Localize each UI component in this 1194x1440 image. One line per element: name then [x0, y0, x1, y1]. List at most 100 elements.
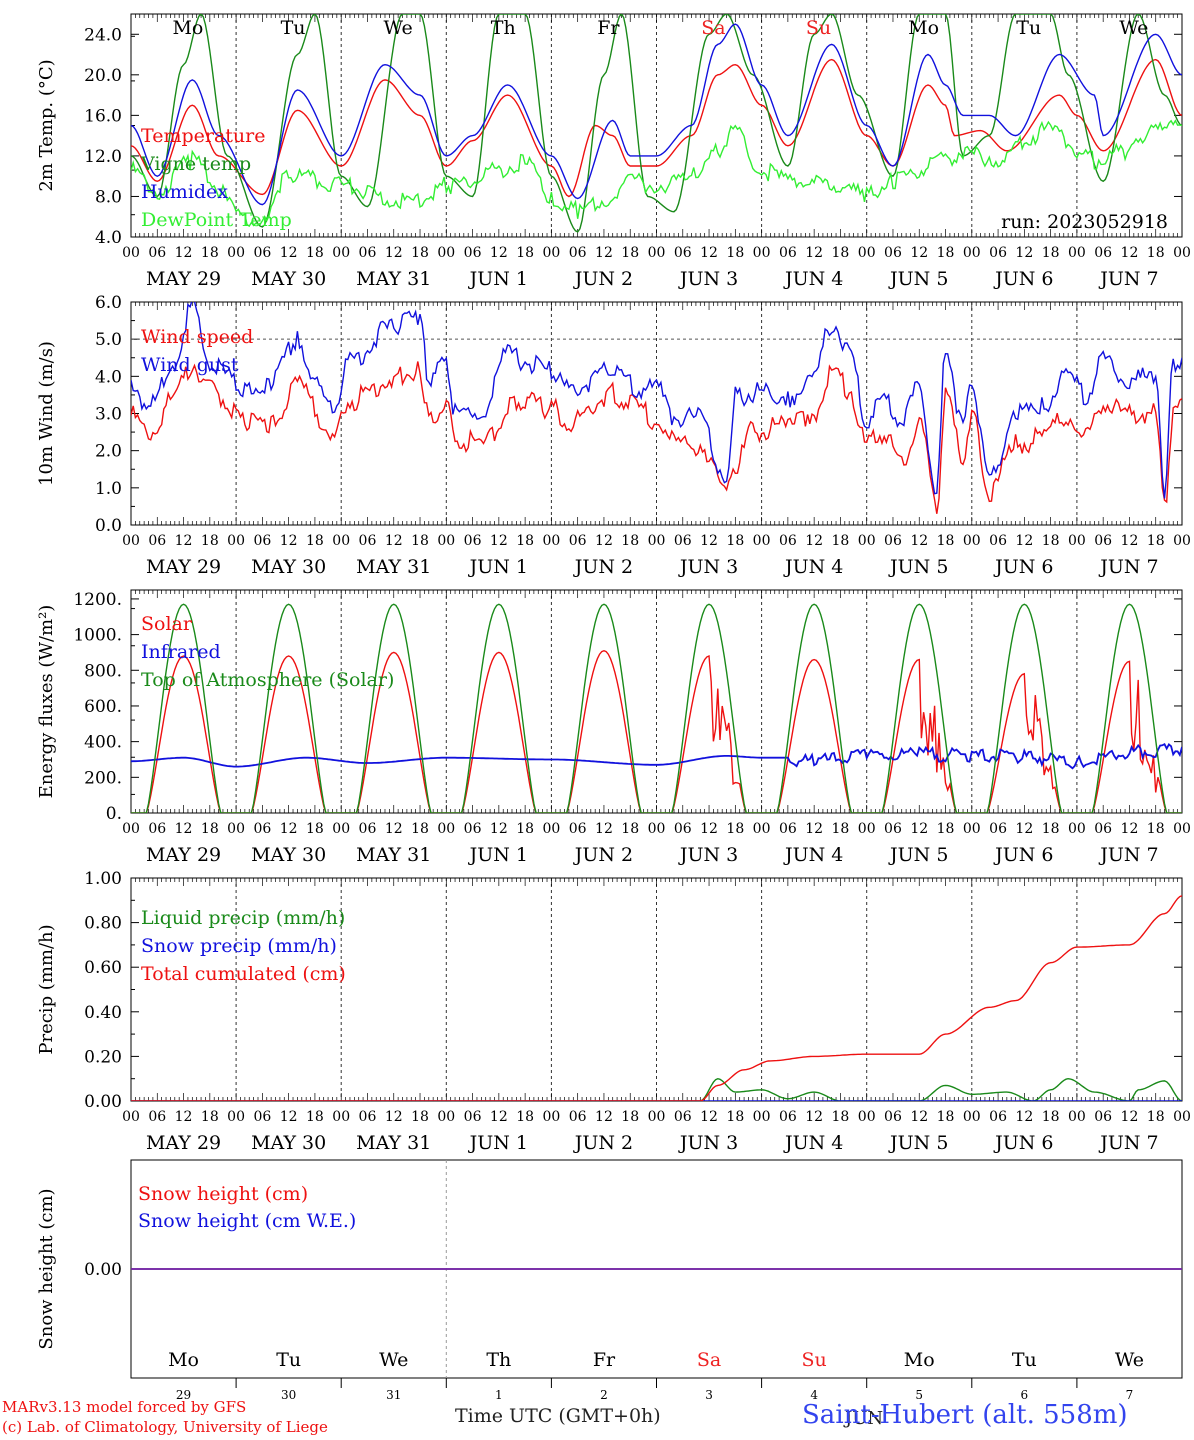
hour-tick-label: 06: [464, 245, 482, 261]
legend-entry: Humidex: [141, 181, 228, 203]
y-axis-title: Precip (mm/h): [36, 924, 57, 1054]
hour-tick-label: 06: [674, 245, 692, 261]
day-of-week-label: We: [1115, 1349, 1144, 1371]
hour-tick-label: 00: [648, 245, 666, 261]
date-label: JUN 3: [678, 268, 738, 290]
hour-tick-label: 12: [1121, 245, 1139, 261]
hour-tick-label: 18: [411, 245, 429, 261]
hour-tick-label: 00: [332, 1109, 350, 1125]
y-tick-label: 1.00: [84, 869, 122, 889]
hour-tick-label: 18: [937, 821, 955, 837]
date-label: MAY 31: [356, 268, 431, 290]
hour-tick-label: 18: [1147, 245, 1165, 261]
hour-tick-label: 18: [516, 245, 534, 261]
date-label: JUN 1: [468, 268, 528, 290]
panel-frame: [130, 301, 1183, 526]
hour-tick-label: 00: [332, 533, 350, 549]
hour-tick-label: 00: [1173, 821, 1191, 837]
hour-tick-label: 18: [621, 533, 639, 549]
hour-tick-label: 00: [753, 821, 771, 837]
hour-tick-label: 12: [280, 533, 298, 549]
hour-tick-label: 18: [937, 1109, 955, 1125]
hour-tick-label: 12: [385, 245, 403, 261]
hour-tick-label: 00: [122, 245, 140, 261]
hour-tick-label: 00: [858, 533, 876, 549]
hour-tick-label: 00: [648, 533, 666, 549]
legend-entry: Snow height (cm W.E.): [138, 1210, 356, 1232]
day-of-week-label: Mo: [904, 1349, 935, 1371]
legend-entry: Infrared: [141, 641, 221, 663]
hour-tick-label: 00: [437, 245, 455, 261]
date-label: JUN 5: [888, 844, 948, 866]
hour-tick-label: 06: [884, 1109, 902, 1125]
date-label: JUN 2: [573, 556, 633, 578]
hour-tick-label: 00: [963, 245, 981, 261]
date-label: JUN 1: [468, 556, 528, 578]
date-label: JUN 2: [573, 1132, 633, 1154]
hour-tick-label: 00: [858, 1109, 876, 1125]
date-label: JUN 6: [993, 268, 1053, 290]
hour-tick-label: 00: [1068, 533, 1086, 549]
legend-entry: Wind gust: [141, 354, 239, 376]
series-line-wind-speed: [131, 361, 1182, 514]
hour-tick-label: 00: [963, 533, 981, 549]
series-line-solar: [131, 649, 1182, 813]
day-of-week-label: We: [1119, 17, 1148, 39]
y-tick-label: 8.0: [95, 187, 122, 207]
hour-tick-label: 12: [490, 533, 508, 549]
date-label: JUN 7: [1098, 268, 1158, 290]
date-label: MAY 29: [146, 1132, 221, 1154]
hour-tick-label: 18: [726, 1109, 744, 1125]
hour-tick-label: 00: [648, 1109, 666, 1125]
series-group: [131, 895, 1182, 1101]
hour-tick-label: 12: [910, 533, 928, 549]
hour-tick-label: 06: [989, 1109, 1007, 1125]
hour-tick-label: 12: [700, 245, 718, 261]
hour-tick-label: 12: [595, 821, 613, 837]
date-label: JUN 4: [783, 1132, 843, 1154]
date-label: JUN 6: [993, 1132, 1053, 1154]
hour-tick-label: 00: [332, 821, 350, 837]
legend-entry: Liquid precip (mm/h): [141, 907, 345, 929]
date-label: MAY 30: [251, 556, 326, 578]
hour-tick-label: 18: [1042, 821, 1060, 837]
hour-tick-label: 12: [1015, 245, 1033, 261]
hour-tick-label: 00: [227, 1109, 245, 1125]
station-label: Saint-Hubert (alt. 558m): [802, 1400, 1128, 1430]
hour-tick-label: 00: [648, 821, 666, 837]
hour-tick-label: 06: [1094, 1109, 1112, 1125]
y-axis-title: 2m Temp. (°C): [36, 59, 57, 191]
hour-tick-label: 06: [569, 821, 587, 837]
legend-entry: Vigne temp: [140, 153, 251, 175]
hour-tick-label: 12: [805, 245, 823, 261]
panel-1: 4.0 8.0 12.0 16.0 20.0 24.0 2m Temp. (°C) 00 06 1…: [36, 13, 1191, 290]
hour-tick-label: 06: [884, 245, 902, 261]
hour-tick-label: 00: [753, 1109, 771, 1125]
hour-tick-label: 12: [490, 1109, 508, 1125]
panel-frame: [130, 589, 1183, 814]
day-number-label: 29: [176, 1388, 191, 1402]
hour-tick-label: 12: [385, 533, 403, 549]
hour-tick-label: 12: [175, 821, 193, 837]
y-tick-label: 600.: [84, 697, 122, 717]
date-label: JUN 7: [1098, 556, 1158, 578]
hour-tick-label: 06: [464, 533, 482, 549]
hour-tick-label: 12: [385, 821, 403, 837]
hour-tick-label: 06: [569, 1109, 587, 1125]
hour-tick-label: 06: [359, 533, 377, 549]
legend-entry: Total cumulated (cm): [141, 963, 346, 985]
day-of-week-label: Fr: [593, 1349, 616, 1371]
y-tick-label: 1000.: [73, 626, 122, 646]
legend-entry: Snow precip (mm/h): [141, 935, 337, 957]
time-axis-label: Time UTC (GMT+0h): [455, 1405, 661, 1427]
run-label: run: 2023052918: [1001, 211, 1168, 233]
hour-tick-label: 00: [1173, 533, 1191, 549]
hour-tick-label: 18: [832, 245, 850, 261]
hour-tick-label: 00: [542, 245, 560, 261]
y-tick-label: 200.: [84, 768, 122, 788]
panel-3: 0. 200. 400. 600. 800. 1000. 1200. Energy fluxe…: [36, 589, 1191, 866]
date-label: JUN 3: [678, 556, 738, 578]
hour-tick-label: 00: [1173, 1109, 1191, 1125]
y-tick-label: 0.: [106, 804, 122, 824]
y-tick-label: 0.20: [84, 1047, 122, 1067]
